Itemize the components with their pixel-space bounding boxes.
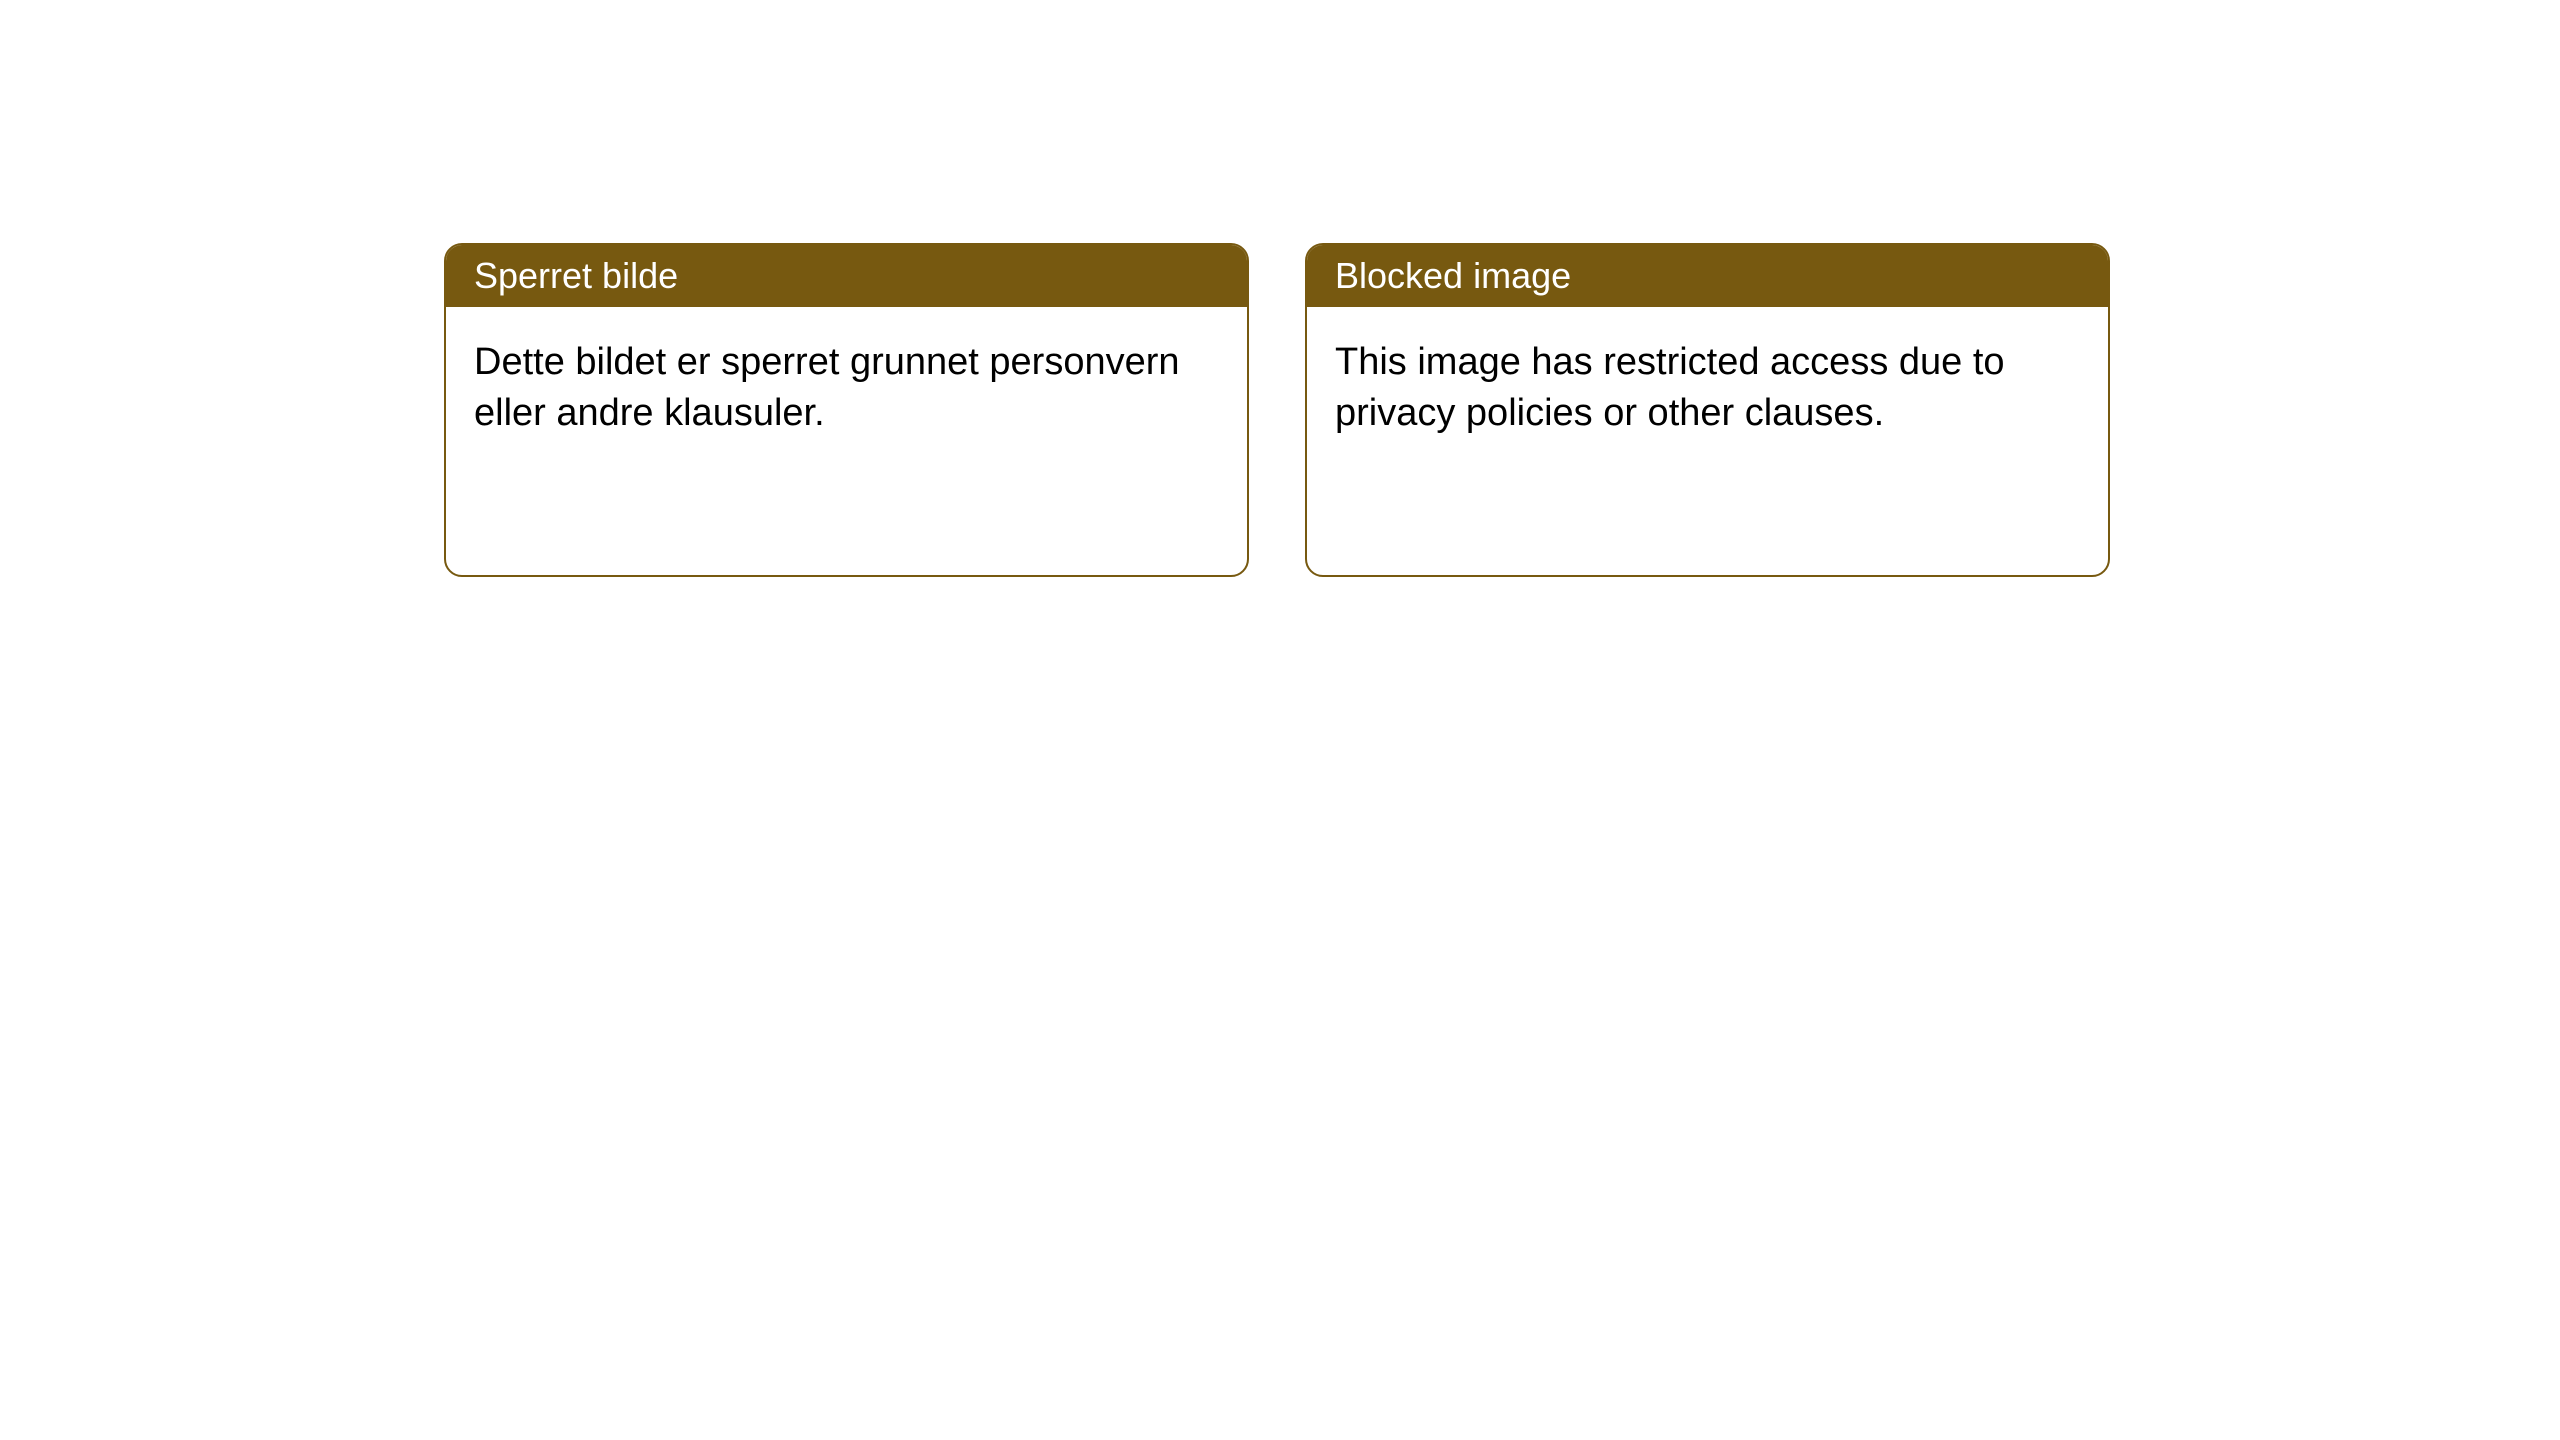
card-header: Blocked image — [1307, 245, 2108, 307]
blocked-image-card-en: Blocked image This image has restricted … — [1305, 243, 2110, 577]
card-header: Sperret bilde — [446, 245, 1247, 307]
card-body: This image has restricted access due to … — [1307, 307, 2108, 470]
blocked-image-card-no: Sperret bilde Dette bildet er sperret gr… — [444, 243, 1249, 577]
notice-container: Sperret bilde Dette bildet er sperret gr… — [444, 243, 2110, 577]
card-body: Dette bildet er sperret grunnet personve… — [446, 307, 1247, 470]
